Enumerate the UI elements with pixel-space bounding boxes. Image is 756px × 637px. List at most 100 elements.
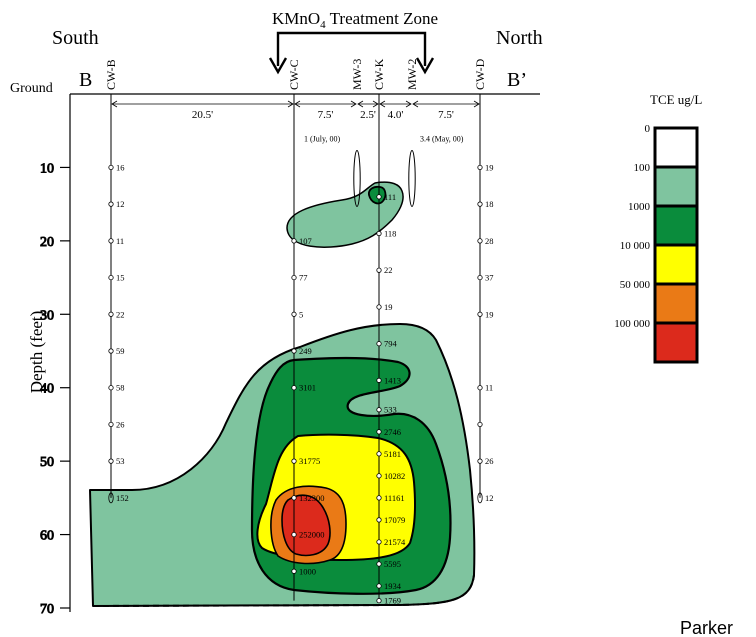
sample-marker (108, 238, 114, 244)
sample-marker (376, 473, 382, 479)
dimension-arrow-icon (405, 100, 412, 108)
zone-title: KMnO4 Treatment Zone (272, 9, 438, 31)
north-label: North (496, 27, 543, 49)
sample-value-cw-k: 1934 (384, 581, 402, 591)
legend-swatch (653, 204, 699, 247)
well-label-mw-2: MW-2 (405, 59, 419, 90)
sample-value-cw-k: 1413 (384, 375, 401, 385)
sample-value-cw-b: 22 (116, 309, 125, 319)
ground-label: Ground (10, 81, 53, 96)
sample-value-cw-c: 249 (299, 346, 312, 356)
sample-marker (477, 164, 483, 171)
sample-marker (108, 201, 114, 207)
legend-swatch (653, 243, 699, 286)
sample-marker (376, 539, 382, 545)
dimension-arrow-icon (111, 100, 118, 108)
depth-tick-label: 70 (40, 602, 54, 617)
sample-marker (291, 238, 297, 244)
sample-marker (376, 407, 382, 413)
bracket-arrow-right-icon (415, 57, 435, 75)
injection-label-mw-3: 1 (July, 00) (304, 135, 340, 144)
dimension-arrow-icon (287, 100, 294, 108)
sample-marker (477, 274, 483, 281)
sample-value-cw-k: 794 (384, 339, 398, 349)
sample-value-cw-b: 53 (116, 456, 125, 466)
sample-marker (291, 458, 297, 464)
sample-marker (376, 583, 382, 589)
well-label-cw-c: CW-C (287, 59, 301, 90)
spacing-label: 7.5' (438, 109, 454, 121)
sample-value-cw-b: 12 (116, 199, 125, 209)
sample-value-cw-b: 26 (116, 419, 125, 429)
sample-marker (108, 458, 114, 464)
sample-value-cw-c: 1000 (299, 566, 316, 576)
well-label-cw-k: CW-K (372, 58, 386, 90)
legend-scale: 0 100 1000 10 000 50 000 100 000 (614, 123, 699, 364)
legend-swatch (653, 165, 699, 208)
sample-value-cw-k: 5595 (384, 559, 401, 569)
south-label: South (52, 27, 99, 49)
legend-label: 1000 (628, 201, 651, 213)
sample-value-cw-b: 11 (116, 236, 124, 246)
sample-value-cw-c: 252000 (299, 530, 325, 540)
injection-ellipse-mw-2 (408, 149, 416, 207)
sample-value-cw-c: 77 (299, 273, 308, 283)
legend-label: 10 000 (620, 240, 651, 252)
dimension-arrow-icon (473, 100, 480, 108)
sample-value-cw-k: 2746 (384, 427, 401, 437)
sample-marker (108, 311, 114, 317)
sample-marker (376, 598, 382, 604)
sample-value-cw-k: 10282 (384, 471, 405, 481)
sample-marker (477, 421, 483, 428)
sample-marker (108, 492, 114, 504)
sample-value-cw-b: 152 (116, 493, 129, 503)
treatment-zone-bracket (276, 31, 427, 66)
legend-label: 0 (645, 123, 651, 135)
sample-marker (376, 230, 382, 237)
sample-value-cw-k: 5181 (384, 449, 401, 459)
sample-value-cw-c: 132300 (299, 493, 325, 503)
sample-value-cw-d: 19 (485, 162, 494, 172)
depth-tick-label: 50 (40, 455, 54, 470)
sample-marker (376, 194, 382, 200)
legend-label: 100 000 (614, 318, 650, 330)
sample-value-cw-k: 19 (384, 302, 393, 312)
sample-marker (291, 495, 297, 501)
sample-marker (376, 267, 382, 273)
sample-marker (291, 311, 297, 317)
sample-value-cw-d: 26 (485, 456, 494, 466)
b-label: B (79, 69, 92, 91)
sample-marker (376, 561, 382, 567)
sample-value-cw-c: 5 (299, 309, 303, 319)
sample-marker (291, 531, 297, 538)
header: KMnO4 Treatment Zone South North B B’ Gr… (10, 9, 733, 637)
dimension-arrow-icon (379, 100, 386, 108)
sample-marker (108, 385, 114, 391)
sample-value-cw-k: 22 (384, 265, 393, 275)
dimension-arrow-icon (412, 100, 419, 108)
sample-value-cw-d: 11 (485, 383, 493, 393)
sample-value-cw-b: 58 (116, 383, 125, 393)
dimension-arrow-icon (357, 100, 364, 108)
sample-value-cw-b: 59 (116, 346, 125, 356)
injection-label-mw-2: 3.4 (May, 00) (420, 135, 464, 144)
sample-marker (376, 429, 382, 435)
bracket-arrow-left-icon (268, 57, 288, 75)
plume-zones (89, 181, 476, 607)
well-label-cw-d: CW-D (473, 58, 487, 90)
sample-value-cw-k: 111 (384, 192, 396, 202)
sample-marker (376, 377, 382, 383)
sample-marker (477, 492, 483, 504)
credit-text: Parker (680, 618, 733, 637)
sample-value-cw-b: 16 (116, 162, 125, 172)
sample-value-cw-b: 15 (116, 273, 125, 283)
dimension-arrow-icon (350, 100, 357, 108)
sample-marker (376, 517, 382, 523)
sample-marker (477, 201, 483, 207)
sample-marker (477, 311, 483, 317)
injection-ellipse-mw-3 (353, 149, 361, 207)
spacing-label: 20.5' (192, 109, 213, 121)
depth-tick-label: 60 (40, 529, 54, 544)
dimension-arrow-icon (294, 100, 301, 108)
sample-value-cw-k: 17079 (384, 515, 405, 525)
